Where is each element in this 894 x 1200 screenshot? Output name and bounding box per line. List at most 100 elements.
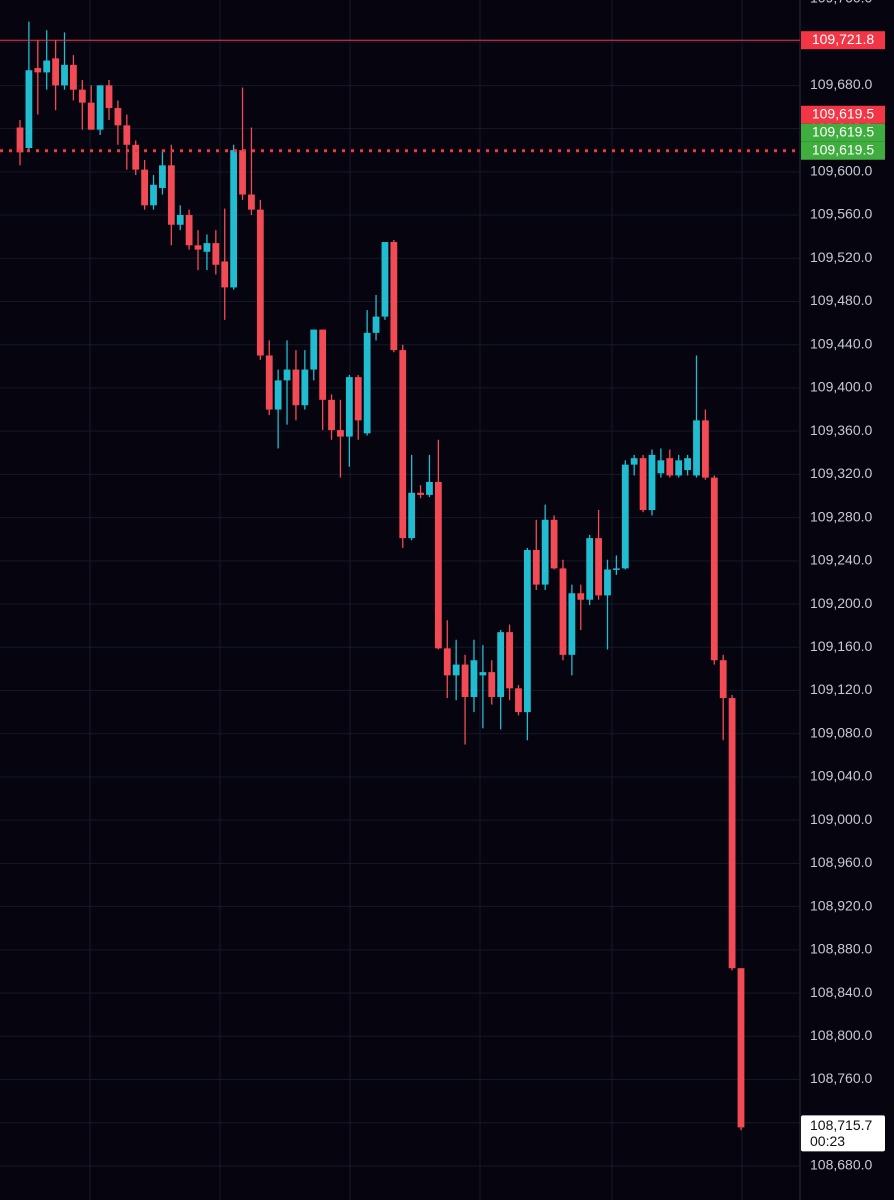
candle-body [719,660,727,699]
y-tick-label: 109,000.0 [810,811,872,827]
candle-body [25,70,33,149]
candle-body [390,242,398,351]
candle-body [693,420,700,476]
y-tick-label: 108,960.0 [810,854,872,870]
candle-body [479,672,487,676]
y-tick-label: 108,880.0 [810,941,872,957]
candle-body [43,60,51,73]
last-price-box [801,1115,885,1152]
price-tag [801,123,885,142]
candle-body [621,464,629,569]
candle-body [87,102,95,130]
candle-body [737,968,745,1128]
candle-body [185,215,193,246]
y-tick-label: 109,560.0 [810,206,872,222]
candle-body [657,460,665,474]
candle-body [265,355,273,410]
y-tick-label: 109,760.0 [810,0,872,6]
candle-body [363,332,371,434]
candle-body [248,194,255,210]
candle-body [612,568,620,570]
candle-body [461,664,469,697]
candle-body [328,399,335,431]
candle-body [417,492,424,495]
candle-body [203,243,211,252]
price-tag-label: 109,619.5 [812,123,874,139]
candle-body [532,550,540,585]
candle-body [515,688,522,713]
y-tick-label: 108,760.0 [810,1070,872,1086]
candle-body [123,125,131,145]
candle-body [70,64,77,90]
price-tag [801,105,885,124]
candle-body [159,165,166,189]
candle-body [274,380,282,410]
candle-body [114,108,122,126]
y-tick-label: 108,680.0 [810,1157,872,1173]
candle-body [78,89,86,103]
price-tag-label: 109,619.5 [812,105,874,121]
candle-body [61,64,68,86]
candle-body [595,538,602,596]
candle-body [684,458,691,471]
candle-body [630,458,638,465]
y-tick-label: 109,360.0 [810,422,872,438]
candle-body [167,165,175,225]
y-tick-label: 108,800.0 [810,1027,872,1043]
candle-body [452,664,460,676]
candle-body [96,85,104,130]
candle-body [283,369,291,381]
y-tick-label: 108,840.0 [810,984,872,1000]
y-tick-label: 109,080.0 [810,724,872,740]
candle-body [399,350,407,539]
y-tick-label: 109,160.0 [810,638,872,654]
candle-body [443,648,451,676]
last-price-label: 108,715.7 [810,1117,872,1133]
vertical-grid [89,0,743,1200]
candle-body [497,632,505,697]
price-tag-label: 109,619.5 [812,141,874,157]
candle-body [523,550,531,713]
price-tag [801,31,885,50]
candle-body [34,68,42,73]
candle-body [488,672,496,697]
price-tag [801,141,885,160]
candle-body [194,245,202,250]
candle-body [728,698,736,969]
candle-body [470,660,478,697]
candle-body [381,242,389,317]
candle-body [434,481,442,649]
candle-body [701,420,709,478]
candle-body [648,454,656,511]
candle-body [176,215,184,225]
candle-body [132,144,140,170]
candle-body [541,519,549,585]
candle-body [337,430,344,437]
price-tag-label: 109,721.8 [812,31,874,47]
candle-body [372,316,380,333]
candle-body [256,209,264,356]
y-tick-label: 109,480.0 [810,292,872,308]
y-tick-label: 109,040.0 [810,768,872,784]
y-tick-label: 109,680.0 [810,76,872,92]
candle-body [408,492,416,539]
y-tick-label: 109,440.0 [810,335,872,351]
candle-body [577,593,585,600]
candle-body [710,477,718,661]
countdown: 00:23 [810,1133,845,1149]
candle-body [310,329,318,370]
y-tick-label: 109,280.0 [810,508,872,524]
candle-body [292,369,300,406]
candle-body [666,458,674,476]
candle-body [212,243,220,265]
y-tick-label: 109,200.0 [810,595,872,611]
y-tick-label: 109,120.0 [810,681,872,697]
candle-body [586,538,594,600]
candle-body [221,261,229,288]
candle-body [568,593,576,655]
candle-body [16,127,24,153]
candle-body [559,568,567,655]
